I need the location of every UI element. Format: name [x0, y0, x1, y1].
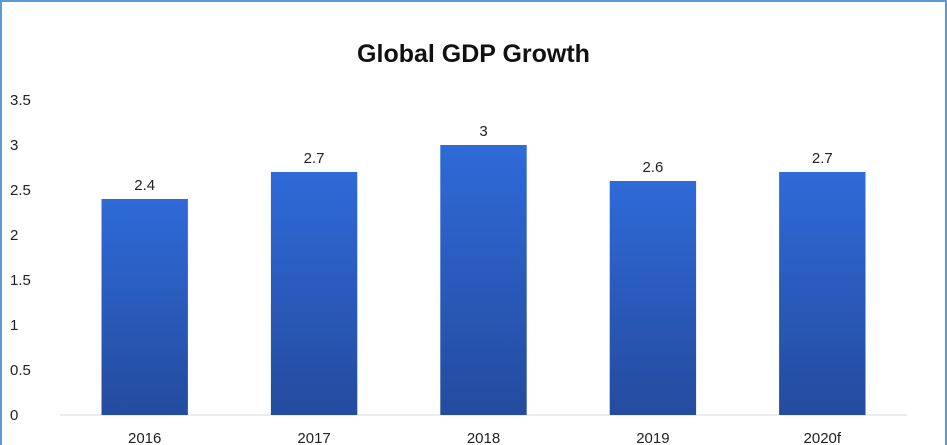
bar-2018 [440, 145, 527, 415]
bar-2017 [270, 172, 358, 415]
y-tick-label: 0.5 [10, 362, 31, 379]
chart-title: Global GDP Growth [357, 40, 590, 68]
y-tick-label: 1.5 [10, 272, 31, 289]
bar-2020f [779, 172, 866, 415]
bars [101, 145, 866, 415]
data-label: 3 [479, 123, 487, 140]
y-tick-label: 2 [10, 227, 18, 244]
x-tick-label: 2016 [128, 430, 161, 445]
y-tick-label: 3 [10, 137, 18, 154]
data-labels: 2.4 2.7 3 2.6 2.7 [134, 123, 832, 194]
bar-2016 [101, 199, 188, 415]
bar-2019 [609, 181, 697, 415]
data-label: 2.7 [812, 150, 833, 167]
y-tick-label: 0 [10, 407, 18, 424]
data-label: 2.7 [304, 150, 325, 167]
y-tick-label: 1 [10, 317, 18, 334]
x-tick-label: 2019 [636, 430, 669, 445]
y-tick-label: 2.5 [10, 182, 31, 199]
x-tick-label: 2020f [804, 430, 842, 445]
x-axis-ticks: 2016 2017 2018 2019 2020f [128, 430, 842, 445]
y-axis-ticks: 0 0.5 1 1.5 2 2.5 3 3.5 [10, 92, 31, 424]
y-tick-label: 3.5 [10, 92, 31, 109]
data-label: 2.6 [642, 159, 663, 176]
x-tick-label: 2017 [297, 430, 330, 445]
x-tick-label: 2018 [467, 430, 500, 445]
data-label: 2.4 [134, 177, 155, 194]
